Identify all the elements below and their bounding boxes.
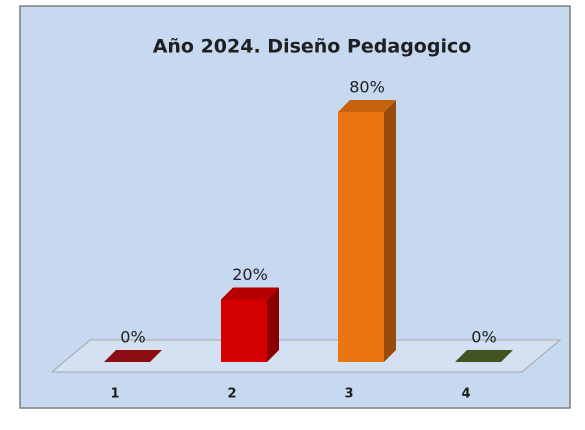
x-tick-label: 3 [344, 387, 353, 402]
value-label: 80% [349, 78, 385, 97]
bar-side [384, 100, 396, 362]
bar-side [267, 287, 279, 362]
bar-top [338, 100, 396, 112]
value-label: 20% [232, 265, 268, 284]
bar-top [455, 350, 513, 362]
x-tick-label: 1 [110, 387, 119, 402]
value-label: 0% [471, 328, 496, 347]
value-label: 0% [120, 328, 145, 347]
chart-title: Año 2024. Diseño Pedagogico [153, 36, 472, 58]
bar-top [104, 350, 162, 362]
x-tick-label: 4 [461, 387, 470, 402]
bar [338, 112, 384, 362]
bar [221, 299, 267, 362]
floor [50, 339, 562, 373]
bar-top [221, 287, 279, 300]
x-tick-label: 2 [227, 387, 236, 402]
